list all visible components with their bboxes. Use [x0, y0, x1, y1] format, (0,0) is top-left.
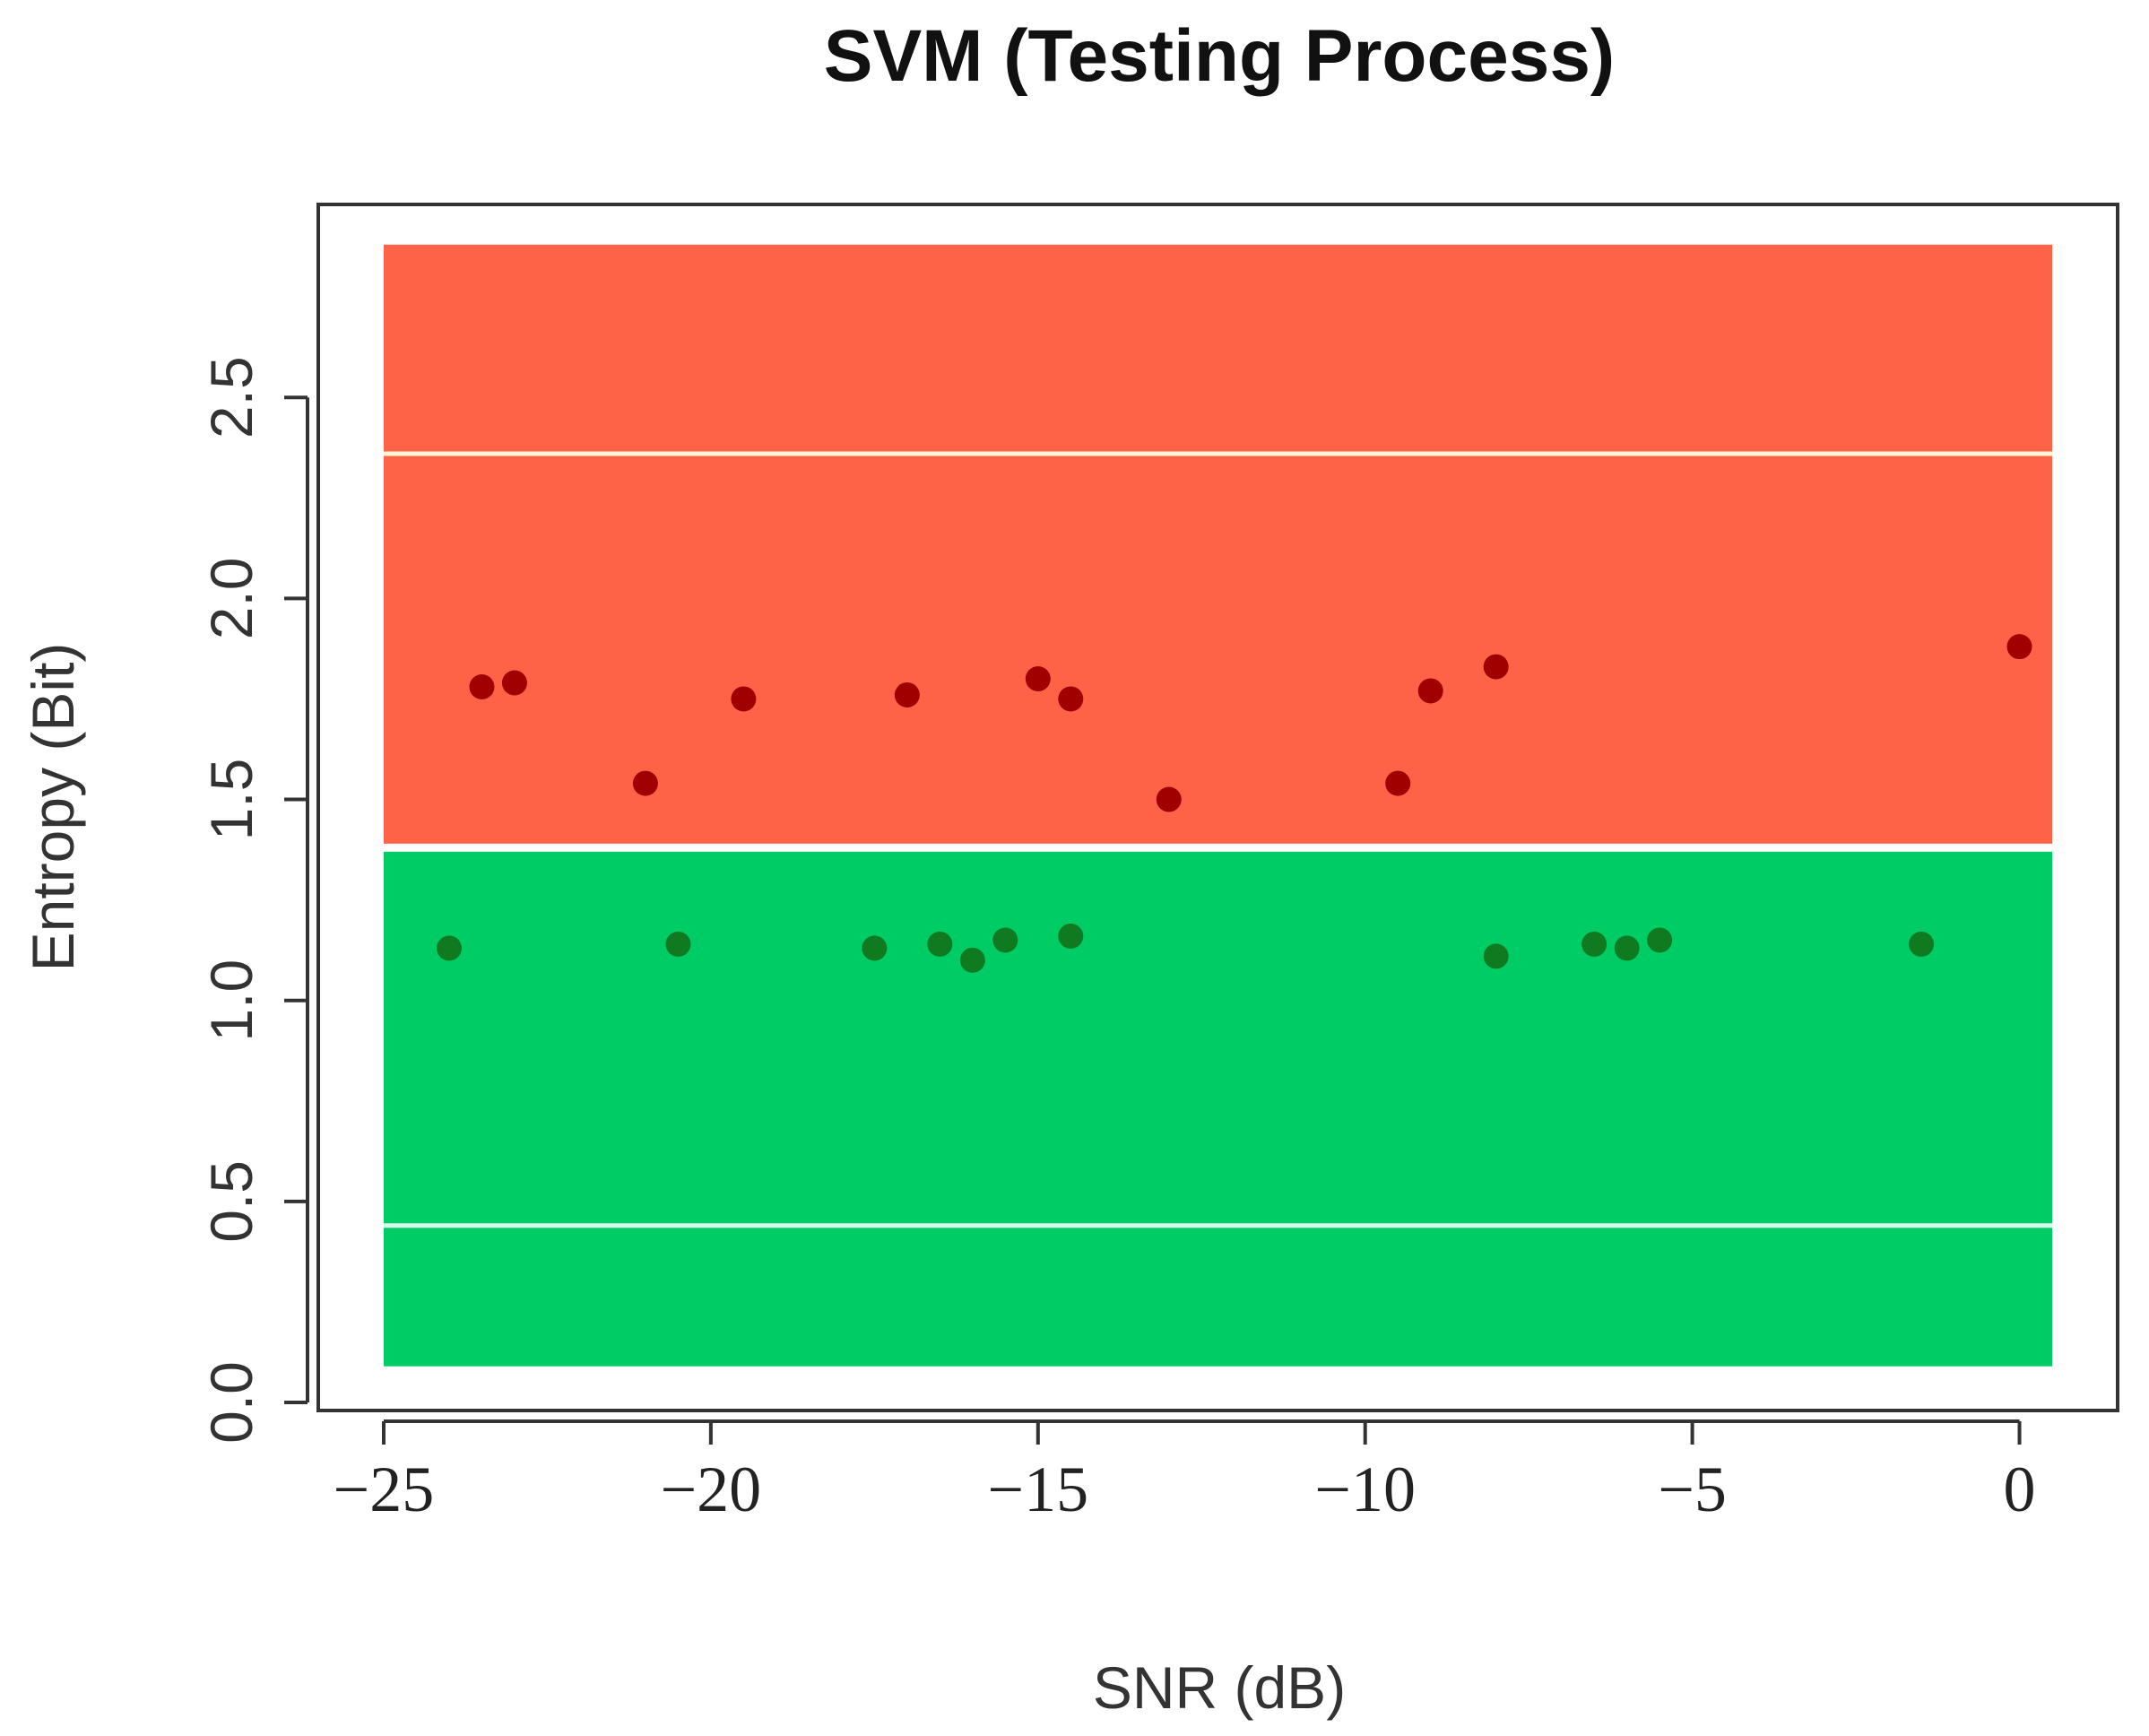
green-class-point [959, 947, 985, 973]
green-class-point [992, 927, 1018, 953]
x-axis-label: SNR (dB) [1093, 1654, 1346, 1721]
y-tick-label: 1.0 [198, 959, 264, 1042]
red-class-point [1025, 666, 1051, 692]
green-class-point [1647, 927, 1673, 953]
red-class-point [1483, 654, 1509, 680]
reference-lines [383, 451, 2053, 1228]
red-class-point [1058, 686, 1084, 712]
y-axis-label: Entropy (Bit) [20, 643, 86, 972]
red-class-point [1385, 770, 1411, 796]
chart-title: SVM (Testing Process) [824, 15, 1615, 97]
red-class-point [632, 770, 658, 796]
y-tick-label: 2.5 [198, 356, 264, 438]
y-tick-label: 0.5 [198, 1160, 264, 1243]
y-axis: 0.0 0.5 1.0 1.5 2.0 2.5 [198, 356, 309, 1444]
decision-regions [383, 244, 2053, 1367]
red-class-point [501, 670, 527, 696]
red-class-point [731, 686, 757, 712]
y-tick-label: 1.5 [198, 759, 264, 841]
green-class-point [927, 931, 953, 957]
lower-class-region [383, 851, 2053, 1367]
x-tick-label: −10 [1314, 1454, 1416, 1525]
green-class-point [436, 935, 462, 961]
green-class-point [1614, 935, 1640, 961]
x-tick-label: −15 [987, 1454, 1088, 1525]
x-tick-label: −5 [1658, 1454, 1727, 1525]
green-class-point [1483, 943, 1509, 969]
green-class-point [665, 931, 691, 957]
x-tick-label: 0 [2004, 1454, 2036, 1525]
green-class-point [1909, 931, 1935, 957]
x-tick-label: −20 [661, 1454, 762, 1525]
upper-class-region [383, 244, 2053, 844]
green-class-point [1581, 931, 1607, 957]
data-points [436, 634, 2032, 973]
red-class-point [894, 681, 920, 707]
red-class-point [2006, 634, 2032, 660]
red-class-point [1156, 786, 1182, 812]
y-tick-label: 0.0 [198, 1361, 264, 1444]
red-class-point [469, 674, 495, 699]
x-axis: −25 −20 −15 −10 −5 0 [334, 1419, 2036, 1525]
plot-frame [316, 203, 2119, 1412]
x-tick-label: −25 [334, 1454, 435, 1525]
green-class-point [862, 935, 888, 961]
red-class-point [1417, 678, 1443, 704]
green-class-point [1058, 923, 1084, 949]
y-tick-label: 2.0 [198, 557, 264, 639]
